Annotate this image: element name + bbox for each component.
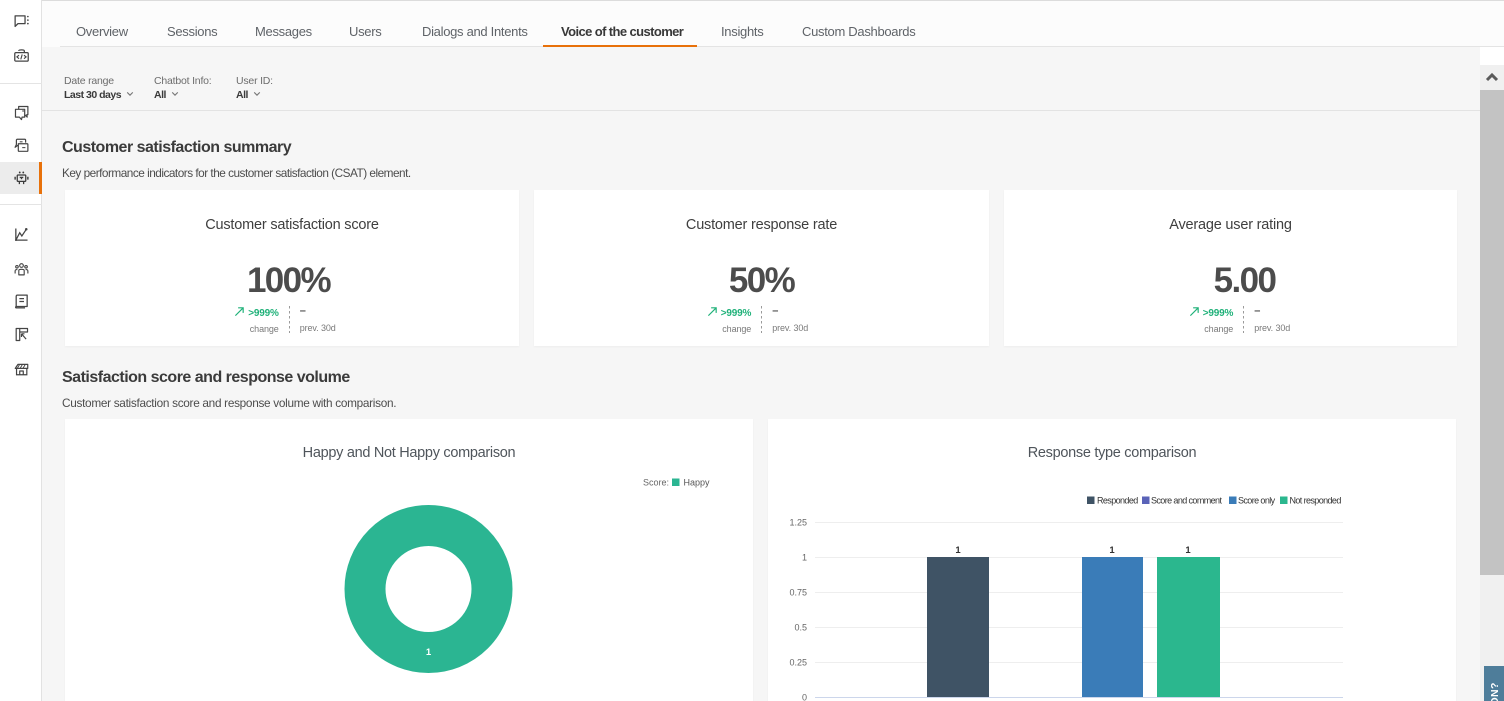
svg-text:1: 1 (802, 553, 807, 563)
svg-text:1: 1 (1109, 545, 1115, 556)
svg-text:Score and comment: Score and comment (1151, 496, 1222, 506)
svg-text:0.25: 0.25 (789, 658, 807, 668)
svg-text:1: 1 (426, 647, 432, 658)
svg-text:1.25: 1.25 (789, 518, 807, 528)
svg-text:1: 1 (1185, 545, 1191, 556)
svg-text:Not responded: Not responded (1290, 496, 1342, 506)
svg-text:Score:: Score: (643, 478, 669, 488)
svg-text:0: 0 (802, 693, 807, 701)
svg-text:1: 1 (955, 545, 961, 556)
svg-text:0.75: 0.75 (789, 588, 807, 598)
svg-text:0.5: 0.5 (794, 623, 807, 633)
svg-text:Happy: Happy (684, 478, 711, 488)
svg-text:Score only: Score only (1238, 496, 1276, 506)
svg-text:Responded: Responded (1097, 496, 1138, 506)
